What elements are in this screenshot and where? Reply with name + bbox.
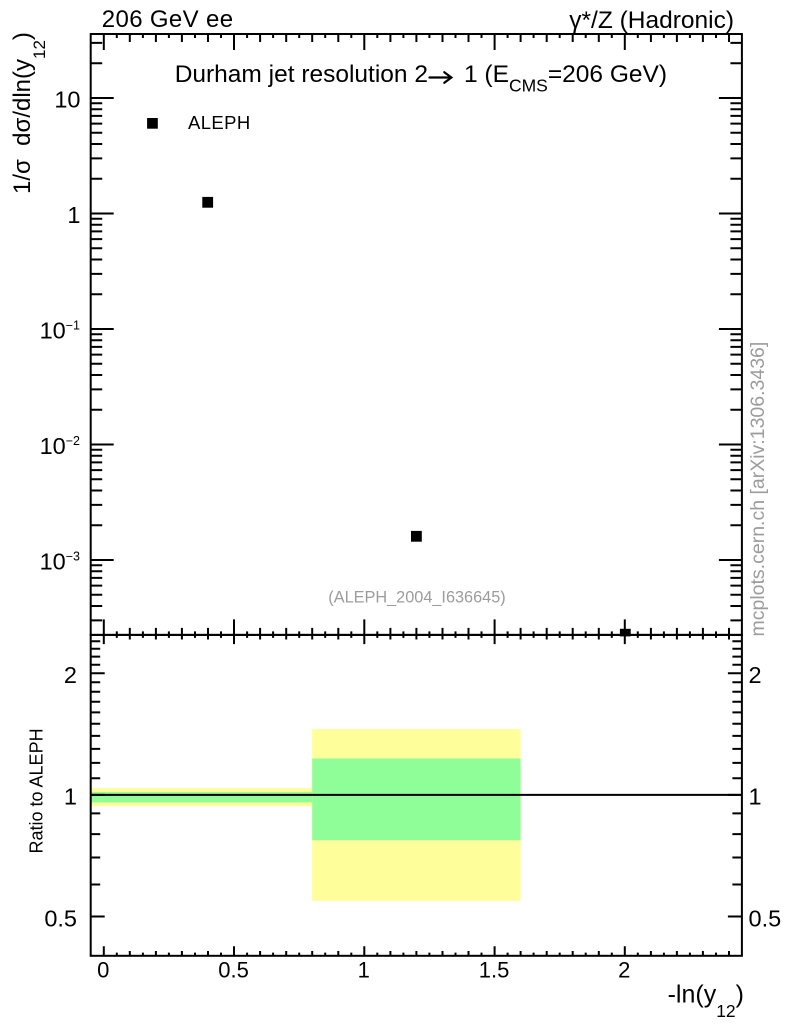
- svg-text:Ratio to ALEPH: Ratio to ALEPH: [27, 728, 47, 853]
- svg-text:Durham jet resolution 2: Durham jet resolution 2: [175, 61, 428, 88]
- svg-text:0.5: 0.5: [44, 905, 77, 931]
- svg-text:1: 1: [358, 958, 370, 983]
- svg-text:1: 1: [749, 784, 762, 810]
- svg-text:2: 2: [618, 958, 630, 983]
- svg-text:1: 1: [64, 784, 77, 810]
- svg-text:0.5: 0.5: [218, 958, 249, 983]
- svg-text:2: 2: [749, 662, 762, 688]
- svg-text:10: 10: [54, 86, 80, 112]
- svg-text:0.5: 0.5: [749, 905, 782, 931]
- svg-text:0: 0: [97, 958, 109, 983]
- svg-text:1.5: 1.5: [479, 958, 510, 983]
- svg-text:2: 2: [64, 662, 77, 688]
- svg-text:(ALEPH_2004_I636645): (ALEPH_2004_I636645): [328, 589, 505, 607]
- svg-text:γ*/Z (Hadronic): γ*/Z (Hadronic): [569, 7, 734, 34]
- svg-text:ALEPH: ALEPH: [188, 112, 251, 133]
- svg-text:206 GeV ee: 206 GeV ee: [102, 6, 234, 33]
- svg-text:mcplots.cern.ch [arXiv:1306.34: mcplots.cern.ch [arXiv:1306.3436]: [747, 342, 769, 637]
- svg-text:1: 1: [67, 202, 80, 228]
